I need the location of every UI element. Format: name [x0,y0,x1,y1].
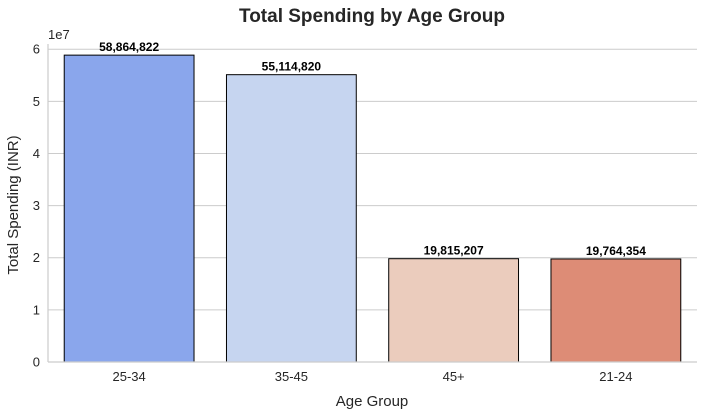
y-tick-label: 6 [33,42,40,57]
x-tick-label: 45+ [443,369,465,384]
y-tick-label: 0 [33,355,40,370]
bars [63,54,682,363]
x-tick-label: 35-45 [275,369,308,384]
bar-35-45 [225,74,357,363]
data-label: 19,815,207 [424,244,484,258]
data-labels: 58,864,822 55,114,820 19,815,207 19,764,354 [99,40,646,258]
bar-45+ [388,258,520,363]
x-tick-labels: 25-34 35-45 45+ 21-24 [113,369,633,384]
x-tick-label: 21-24 [599,369,632,384]
y-tick-label: 3 [33,198,40,213]
y-tick-label: 2 [33,250,40,265]
y-tick-label: 5 [33,94,40,109]
y-axis-label: Total Spending (INR) [5,135,22,274]
data-label: 58,864,822 [99,40,159,54]
chart-title: Total Spending by Age Group [239,6,505,27]
y-axis-offset-label: 1e7 [48,27,70,42]
y-tick-labels: 0 1 2 3 4 5 6 [33,42,40,370]
x-tick-label: 25-34 [113,369,146,384]
data-label: 19,764,354 [586,244,646,258]
bar-25-34 [63,54,195,363]
y-tick-label: 4 [33,146,40,161]
bar-21-24 [550,258,682,363]
y-tick-label: 1 [33,302,40,317]
x-axis-label: Age Group [336,393,409,410]
data-label: 55,114,820 [262,60,322,74]
axes [47,44,697,363]
